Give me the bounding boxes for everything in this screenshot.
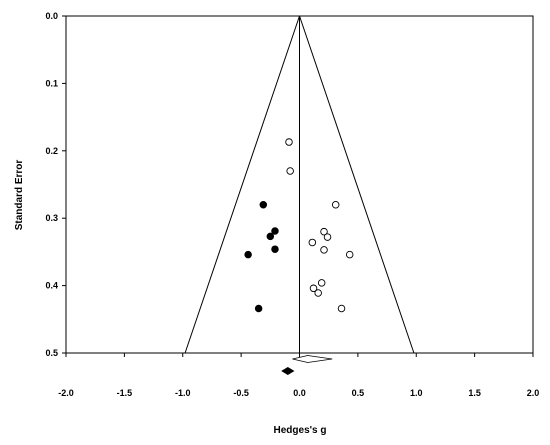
filled-study-point [266,232,275,241]
points-layer [244,138,354,313]
x-tick-label: -2.0 [58,388,74,398]
x-tick-label: 2.0 [527,388,540,398]
y-axis-title: Standard Error [14,160,25,231]
filled-study-point [254,304,263,313]
x-tick-label: 0.0 [293,388,306,398]
axes-layer: -2.0 -1.5 -1.0 -0.5 0.0 0.5 1.0 1.5 2.0 0.0 0.1 0.2… [45,11,539,398]
filled-study-point [244,250,252,259]
open-study-point [345,250,354,259]
x-axis-title: Hedges's g [274,425,327,436]
open-study-point [314,289,322,297]
open-study-point [317,279,326,287]
x-tick-label: -1.5 [117,388,133,398]
y-tick-label: 0.2 [45,146,58,156]
filled-study-point [271,245,279,253]
open-study-point [323,233,332,241]
y-tick-label: 0.5 [45,348,58,358]
summary-diamond-open [292,355,333,363]
open-study-point [309,284,318,293]
open-study-point [320,246,328,254]
diamond-layer [281,355,333,375]
open-study-point [331,200,340,209]
x-tick-label: -0.5 [233,388,249,398]
filled-study-point [271,227,279,235]
filled-study-point [259,200,268,209]
open-study-point [286,167,294,175]
x-tick-label: 0.5 [352,388,365,398]
y-tick-label: 0.4 [45,281,58,291]
open-study-point [337,304,346,313]
open-study-point [320,227,328,236]
summary-diamond-filled [281,367,295,375]
funnel-right-line [299,15,415,354]
funnel-left-line [184,15,300,354]
y-tick-label: 0.3 [45,213,58,223]
y-tick-label: 0.0 [45,11,58,21]
open-study-point [285,138,293,146]
open-study-point [308,238,317,247]
x-tick-label: 1.0 [410,388,423,398]
funnel-layer [184,15,415,354]
x-tick-label: 1.5 [468,388,481,398]
y-tick-label: 0.1 [45,78,58,88]
x-tick-label: -1.0 [175,388,191,398]
